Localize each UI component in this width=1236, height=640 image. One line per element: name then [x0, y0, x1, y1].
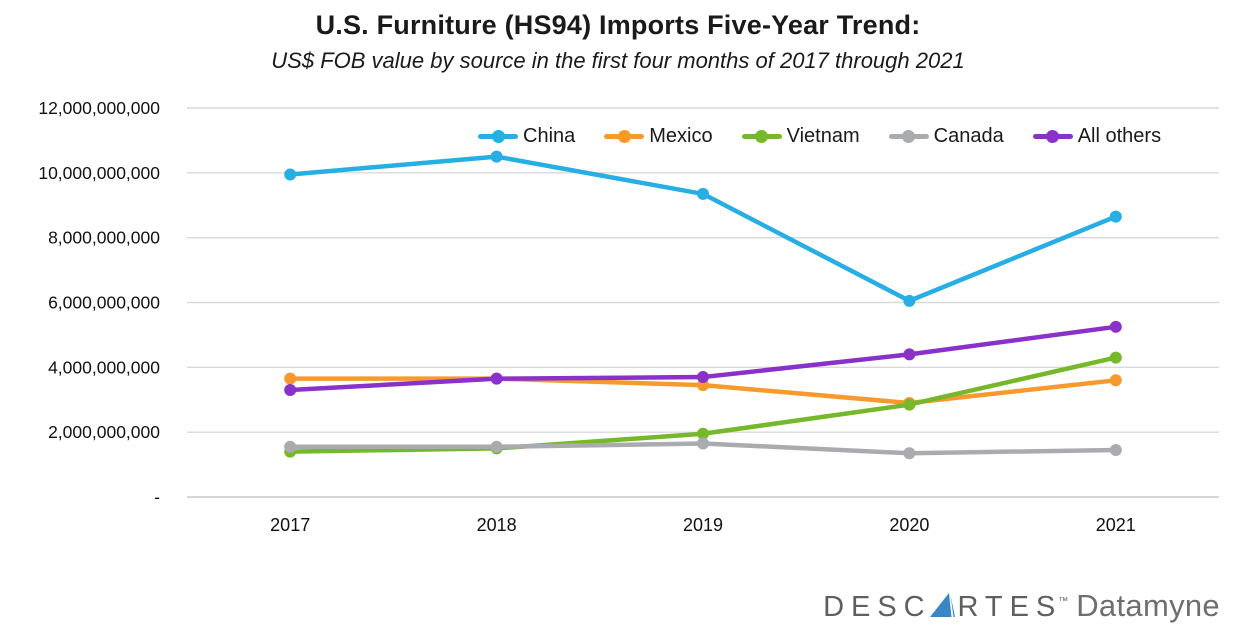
data-point-vietnam-2020: [903, 398, 916, 411]
data-point-canada-2020: [903, 447, 916, 460]
y-axis-tick-label: -: [154, 487, 160, 507]
y-axis-tick-label: 8,000,000,000: [48, 228, 160, 248]
legend-label: Vietnam: [786, 124, 860, 147]
data-point-all-others-2019: [697, 371, 709, 384]
data-point-china-2020: [903, 294, 916, 307]
y-axis-tick-label: 10,000,000,000: [38, 163, 160, 183]
descartes-datamyne-logo: DESC RTES ™ Datamyne: [823, 588, 1220, 624]
legend-label: China: [523, 124, 576, 147]
legend-label: All others: [1077, 124, 1162, 147]
legend-marker-icon: [888, 129, 929, 143]
data-point-canada-2017: [284, 440, 297, 453]
data-point-all-others-2021: [1109, 320, 1122, 333]
data-point-mexico-2021: [1109, 374, 1122, 387]
legend-label: Canada: [933, 124, 1004, 147]
data-point-mexico-2017: [284, 372, 297, 385]
legend-item-china: China: [478, 125, 575, 147]
legend-item-canada: Canada: [888, 124, 1004, 147]
data-point-vietnam-2021: [1109, 351, 1122, 364]
data-point-china-2017: [284, 168, 297, 181]
data-point-china-2021: [1109, 210, 1122, 223]
logo-product-name: Datamyne: [1076, 588, 1220, 623]
legend-item-mexico: Mexico: [604, 124, 713, 147]
y-axis-tick-label: 6,000,000,000: [48, 293, 160, 313]
legend-marker-icon: [741, 129, 782, 143]
legend-item-all-others: All others: [1032, 124, 1162, 147]
title-block: U.S. Furniture (HS94) Imports Five-Year …: [0, 10, 1236, 74]
x-axis-tick-label: 2020: [889, 515, 929, 535]
y-axis-tick-label: 4,000,000,000: [48, 357, 160, 377]
descartes-sail-icon: [929, 593, 955, 617]
data-point-all-others-2017: [284, 384, 297, 397]
logo-wordmark-left: DESC: [823, 591, 932, 623]
logo-wordmark-right: RTES: [957, 591, 1063, 623]
chart-legend: China Mexico Vietnam Canada All others: [478, 125, 1161, 147]
legend-marker-icon: [1032, 129, 1073, 143]
data-point-china-2019: [697, 187, 709, 200]
data-point-canada-2019: [697, 437, 709, 450]
series-line-china: [287, 154, 1119, 304]
x-axis-tick-label: 2019: [683, 515, 723, 535]
y-axis-tick-label: 2,000,000,000: [48, 422, 160, 442]
x-axis-tick-label: 2018: [477, 515, 517, 535]
data-point-all-others-2020: [903, 348, 916, 361]
legend-marker-icon: [478, 129, 518, 143]
chart-subtitle: US$ FOB value by source in the first fou…: [271, 48, 965, 73]
y-axis-tick-label: 12,000,000,000: [38, 98, 160, 118]
x-axis-tick-label: 2021: [1096, 515, 1136, 535]
legend-marker-icon: [604, 129, 645, 143]
data-point-vietnam-2019: [697, 427, 709, 440]
data-point-all-others-2018: [490, 372, 503, 385]
data-point-canada-2021: [1109, 443, 1122, 456]
legend-item-vietnam: Vietnam: [741, 124, 860, 147]
data-point-canada-2018: [490, 440, 503, 453]
data-point-china-2018: [490, 150, 503, 163]
x-axis-tick-label: 2017: [270, 515, 310, 535]
chart-title: U.S. Furniture (HS94) Imports Five-Year …: [315, 10, 921, 40]
logo-trademark: ™: [1058, 596, 1069, 607]
legend-label: Mexico: [649, 124, 713, 147]
